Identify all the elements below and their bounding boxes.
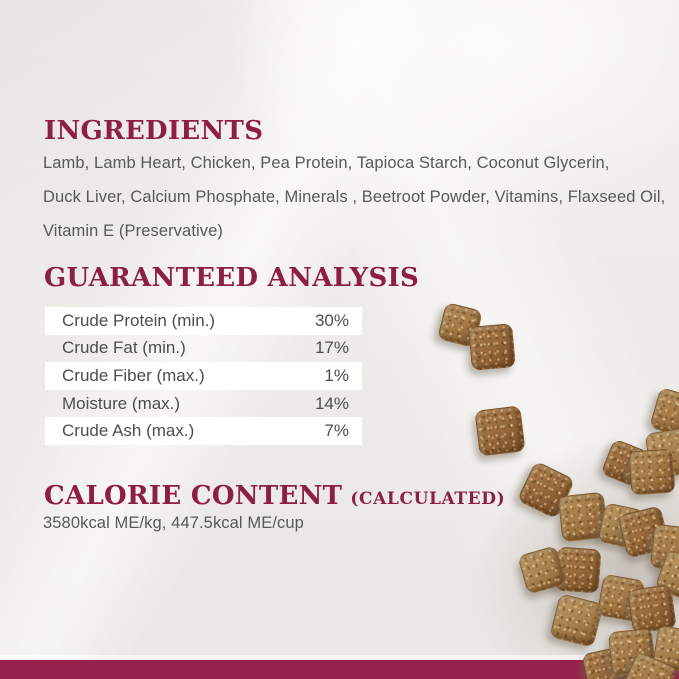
bottom-accent-bar bbox=[0, 660, 679, 679]
analysis-value: 17% bbox=[314, 338, 349, 358]
calorie-content-heading: CALORIE CONTENT (CALCULATED) bbox=[44, 482, 505, 513]
analysis-label: Crude Fiber (max.) bbox=[62, 365, 205, 385]
bottom-bar-highlight bbox=[0, 655, 679, 660]
guaranteed-analysis-heading: GUARANTEED ANALYSIS bbox=[44, 263, 420, 293]
ingredients-line-3: Vitamin E (Preservative) bbox=[43, 222, 223, 240]
calorie-values: 3580kcal ME/kg, 447.5kcal ME/cup bbox=[43, 514, 304, 532]
ingredients-line-2: Duck Liver, Calcium Phosphate, Minerals … bbox=[43, 188, 666, 206]
kibble-piece bbox=[468, 323, 516, 371]
analysis-label: Crude Protein (min.) bbox=[62, 310, 216, 330]
analysis-value: 30% bbox=[314, 310, 349, 330]
ingredients-list: Lamb, Lamb Heart, Chicken, Pea Protein, … bbox=[43, 146, 665, 248]
analysis-row: Moisture (max.) 14% bbox=[45, 390, 362, 418]
analysis-row: Crude Protein (min.) 30% bbox=[45, 307, 362, 335]
guaranteed-analysis-table: Crude Protein (min.) 30% Crude Fat (min.) 1… bbox=[45, 307, 362, 445]
analysis-row: Crude Fat (min.) 17% bbox=[45, 335, 362, 363]
analysis-row: Crude Fiber (max.) 1% bbox=[45, 362, 362, 390]
analysis-value: 1% bbox=[324, 365, 349, 385]
calorie-content-title: CALORIE CONTENT bbox=[44, 481, 343, 511]
kibble-piece bbox=[474, 405, 526, 457]
analysis-row: Crude Ash (max.) 7% bbox=[45, 417, 362, 445]
analysis-value: 14% bbox=[314, 393, 349, 413]
analysis-label: Moisture (max.) bbox=[62, 393, 181, 413]
analysis-label: Crude Ash (max.) bbox=[62, 421, 195, 441]
calorie-content-qualifier: (CALCULATED) bbox=[350, 489, 506, 509]
ingredients-heading: INGREDIENTS bbox=[44, 116, 264, 146]
ingredients-line-1: Lamb, Lamb Heart, Chicken, Pea Protein, … bbox=[43, 154, 610, 172]
kibble-piece bbox=[628, 448, 676, 496]
analysis-value: 7% bbox=[324, 421, 349, 441]
analysis-label: Crude Fat (min.) bbox=[62, 338, 186, 358]
